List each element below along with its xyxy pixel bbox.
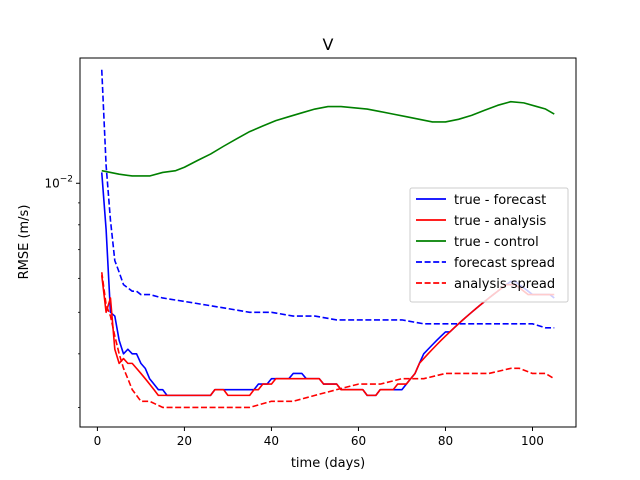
plot-lines — [100, 69, 555, 409]
x-axis-label: time (days) — [291, 456, 365, 471]
legend-entry-4: analysis spread — [454, 277, 555, 292]
x-tick-label-2: 40 — [264, 434, 279, 448]
series-line-2 — [101, 100, 555, 177]
legend-entry-1: true - analysis — [454, 214, 546, 229]
x-tick-label-1: 20 — [177, 434, 192, 448]
legend: true - forecast true - analysis true - con… — [409, 187, 569, 303]
axes-frame — [79, 57, 577, 428]
legend-entry-0: true - forecast — [454, 193, 546, 208]
chart-title: V — [323, 35, 334, 54]
series-line-4 — [100, 272, 555, 409]
series-line-1 — [100, 275, 555, 397]
legend-entry-3: forecast spread — [454, 256, 555, 271]
x-tick-label-5: 100 — [521, 434, 544, 448]
x-axis: 0 20 40 60 80 100 — [94, 427, 544, 448]
legend-box — [409, 187, 569, 303]
y-axis-label: RMSE (m/s) — [17, 205, 32, 280]
x-tick-label-0: 0 — [94, 434, 102, 448]
series-line-3 — [100, 69, 555, 329]
legend-entry-2: true - control — [454, 235, 539, 250]
x-tick-label-4: 80 — [438, 434, 453, 448]
x-tick-label-3: 60 — [351, 434, 366, 448]
